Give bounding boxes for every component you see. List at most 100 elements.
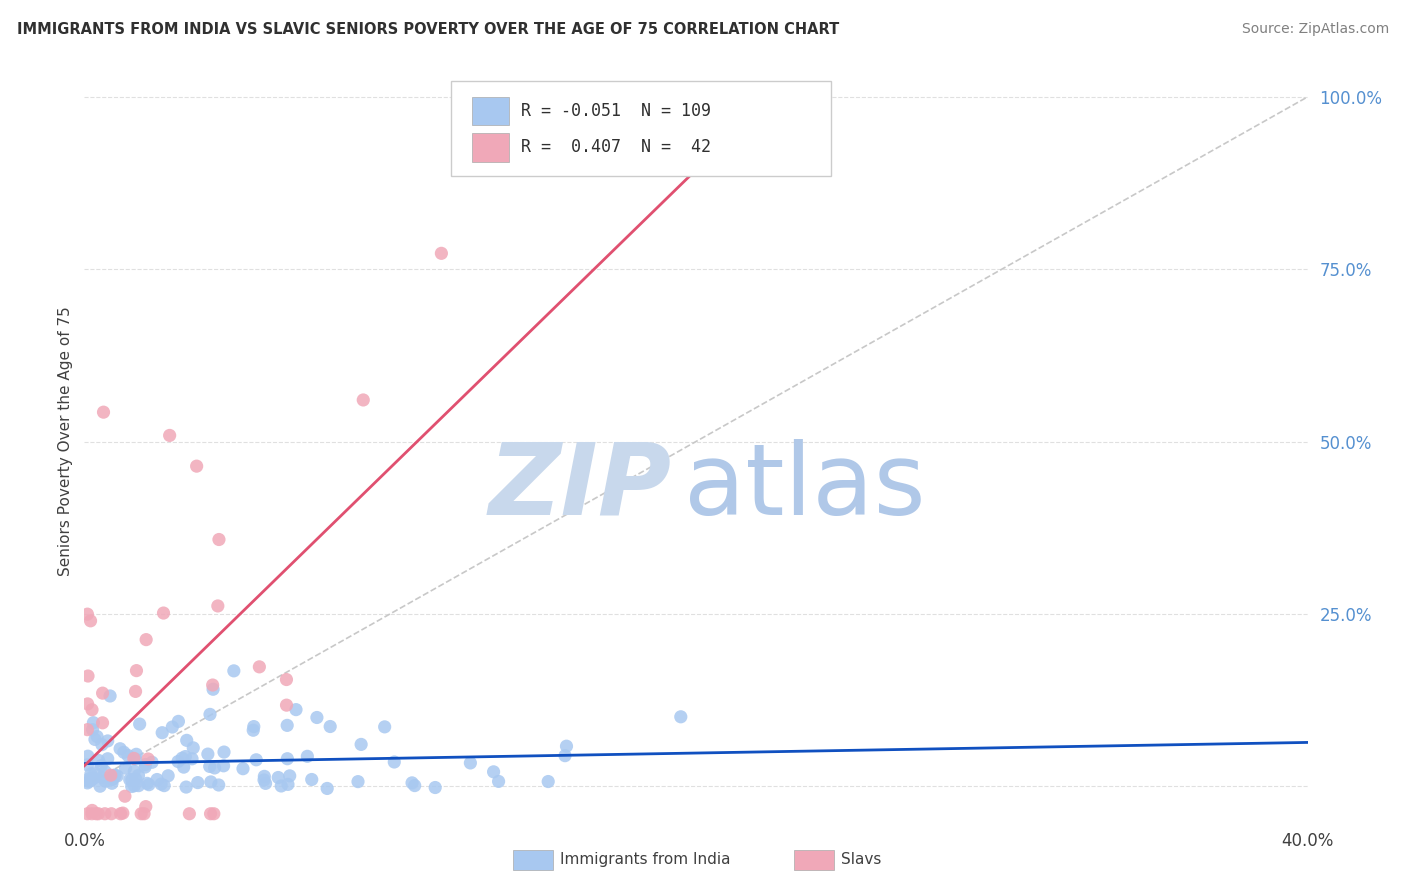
Point (278, 769, 301, 783)
Point (141, 756, 163, 770)
Point (91, 770, 114, 784)
Point (200, 775, 222, 789)
Point (212, 759, 235, 773)
Point (97, 752, 120, 766)
Point (176, 733, 198, 747)
Point (79, 614, 101, 628)
Point (134, 760, 156, 774)
Point (129, 806, 152, 821)
Point (276, 752, 298, 766)
Point (121, 772, 143, 787)
Text: Source: ZipAtlas.com: Source: ZipAtlas.com (1241, 22, 1389, 37)
Point (86, 730, 108, 744)
Point (243, 720, 266, 734)
Point (105, 769, 128, 783)
Point (179, 806, 201, 821)
Point (167, 714, 190, 729)
Point (114, 761, 136, 775)
Point (172, 751, 194, 765)
Point (101, 772, 124, 787)
Point (186, 459, 208, 474)
Point (84, 765, 107, 780)
Point (401, 776, 423, 790)
Point (245, 753, 267, 767)
Point (267, 771, 290, 785)
Point (374, 720, 396, 734)
Point (297, 749, 319, 764)
Point (97, 734, 120, 748)
Point (94, 774, 117, 789)
Point (301, 772, 323, 787)
Point (76, 697, 98, 711)
Point (100, 768, 122, 782)
Point (83, 772, 105, 786)
Point (101, 772, 124, 786)
Point (232, 762, 254, 776)
Point (352, 392, 374, 407)
Point (111, 806, 134, 821)
Point (430, 246, 453, 260)
Point (669, 710, 692, 724)
Point (124, 684, 146, 698)
Point (117, 748, 139, 763)
Point (91, 715, 114, 730)
Point (197, 747, 219, 761)
Point (121, 780, 143, 794)
Point (181, 740, 204, 755)
Point (276, 718, 298, 732)
Point (350, 738, 373, 752)
Point (125, 664, 148, 678)
Point (247, 660, 270, 674)
Point (125, 772, 148, 786)
Point (136, 776, 159, 790)
Point (110, 806, 132, 821)
Point (276, 673, 298, 687)
Point (98, 689, 121, 703)
Point (200, 806, 222, 821)
Point (162, 720, 184, 734)
Text: atlas: atlas (683, 439, 925, 535)
Point (80, 766, 103, 780)
Text: R =  0.407  N =  42: R = 0.407 N = 42 (522, 138, 711, 156)
Point (77, 669, 100, 683)
Point (101, 776, 124, 790)
Point (89, 779, 111, 793)
Text: Slavs: Slavs (841, 853, 882, 867)
Point (76, 757, 98, 772)
Point (157, 769, 180, 783)
Point (208, 778, 231, 792)
Point (124, 764, 146, 779)
Point (222, 664, 245, 678)
Point (135, 799, 157, 814)
Point (253, 769, 276, 783)
Point (150, 725, 173, 739)
Point (152, 606, 174, 620)
Y-axis label: Seniors Poverty Over the Age of 75: Seniors Poverty Over the Age of 75 (58, 307, 73, 576)
Point (94, 764, 117, 779)
Point (122, 751, 145, 765)
Point (132, 806, 155, 821)
Point (104, 769, 127, 783)
Point (84, 806, 107, 821)
Point (128, 717, 150, 731)
Point (173, 760, 195, 774)
Point (91, 686, 114, 700)
Point (136, 752, 159, 766)
Point (76, 806, 98, 821)
Point (404, 779, 426, 793)
Point (285, 703, 308, 717)
Point (201, 678, 224, 692)
Point (270, 779, 292, 793)
Point (555, 739, 578, 754)
Point (76, 607, 98, 622)
Point (150, 777, 173, 791)
Point (482, 764, 505, 779)
Point (153, 779, 176, 793)
Point (103, 769, 125, 783)
Point (104, 768, 127, 782)
Point (80, 703, 103, 717)
Point (276, 698, 298, 713)
Point (146, 772, 169, 787)
Point (77, 772, 100, 786)
Point (202, 682, 225, 697)
